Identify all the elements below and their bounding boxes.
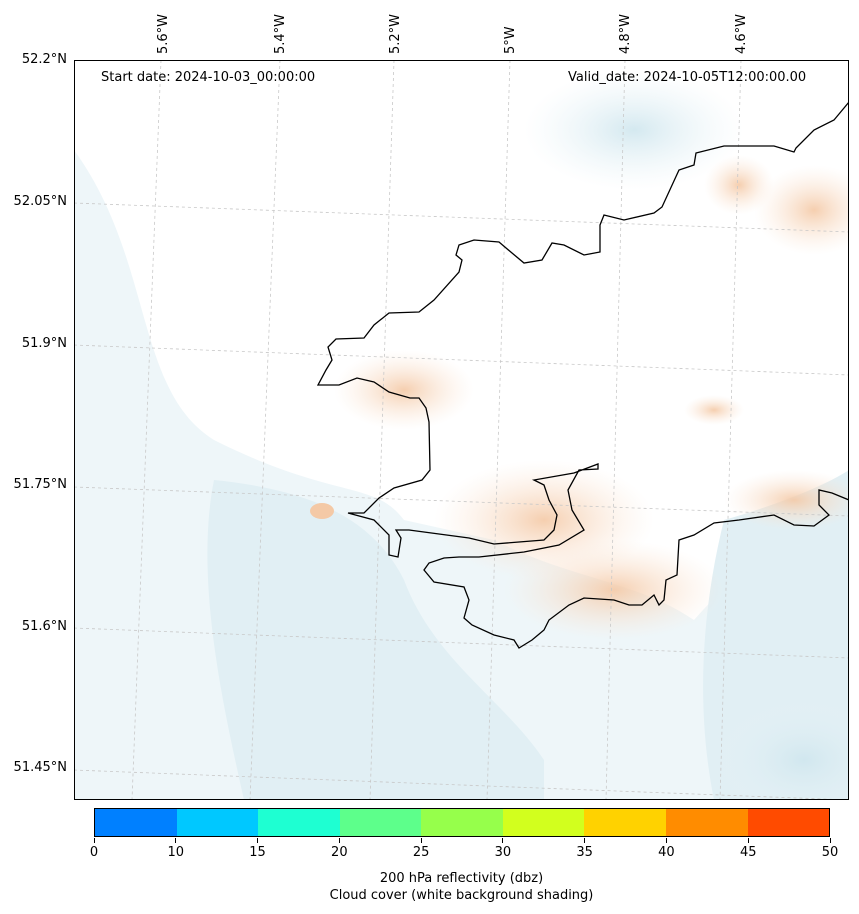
lat-label-52.2n: 52.2°N [21,52,67,67]
colorbar-tick-label: 40 [658,845,675,860]
colorbar-segment [584,809,666,836]
colorbar-segment [747,809,830,836]
colorbar-tick-label: 45 [739,845,757,860]
colorbar-tick [338,838,340,843]
colorbar-tick-label: 50 [821,845,839,860]
colorbar-tick-label: 35 [576,845,593,860]
colorbar-segment [339,809,422,836]
map-panel[interactable] [74,60,849,800]
warm-blob-3 [504,540,724,640]
colorbar-tick-label: 0 [89,845,99,860]
colorbar-tick-label: 15 [249,845,266,860]
lon-label-5.4w: 5.4°W [273,13,288,54]
colorbar-tick [93,838,95,843]
colorbar-segment [258,809,340,836]
lon-label-4.8w: 4.8°W [618,13,633,54]
cloud-blob-south [714,700,849,800]
colorbar-tick [420,838,422,843]
warm-blob-4 [754,165,849,255]
warm-blob-7 [684,395,744,425]
warm-blob-1 [334,350,474,430]
colorbar-tick [502,838,504,843]
colorbar-segment [95,809,177,836]
colorbar-tick [257,838,259,843]
warm-blob-8 [310,503,334,519]
coastline [316,101,849,649]
colorbar-tick-label: 10 [167,845,185,860]
colorbar-label-1: 200 hPa reflectivity (dbz) [379,871,544,886]
lat-label-52.05n: 52.05°N [13,194,67,209]
colorbar-segment [665,809,748,836]
colorbar-tick [829,838,831,843]
cloud-blob-north [524,70,744,190]
colorbar-tick [175,838,177,843]
colorbar-segment [502,809,585,836]
lat-label-51.45n: 51.45°N [13,760,67,775]
lon-label-5.6w: 5.6°W [156,13,171,54]
colorbar [94,808,830,837]
colorbar-tick-label: 30 [494,845,512,860]
colorbar-tick [747,838,749,843]
colorbar-tick-label: 20 [331,845,348,860]
valid-date-label: Valid_date: 2024-10-05T12:00:00.00 [568,70,807,85]
map-border [74,60,849,800]
colorbar-segment [421,809,503,836]
colorbar-tick [665,838,667,843]
lon-label-5w: 5°W [503,26,518,54]
colorbar-label-2: Cloud cover (white background shading) [329,888,594,903]
colorbar-tick-label: 25 [412,845,430,860]
warm-blob-5 [704,155,774,215]
lon-label-4.6w: 4.6°W [734,13,749,54]
lon-label-5.2w: 5.2°W [388,13,403,54]
lat-label-51.9n: 51.9°N [21,336,67,351]
colorbar-tick [584,838,586,843]
lat-label-51.6n: 51.6°N [21,619,67,634]
colorbar-segment [176,809,259,836]
start-date-label: Start date: 2024-10-03_00:00:00 [101,70,316,85]
lat-label-51.75n: 51.75°N [13,477,67,492]
